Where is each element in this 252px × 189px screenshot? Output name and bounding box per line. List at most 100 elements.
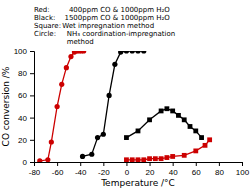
point (101, 132, 106, 137)
point (135, 51, 140, 54)
series (124, 106, 204, 140)
point (124, 157, 129, 162)
y-tick: 40 (18, 114, 34, 123)
annotation-text: NH₃ coordination-impregnation (60, 30, 175, 38)
series-line (83, 51, 144, 156)
point (55, 104, 60, 109)
x-tick-mark (242, 162, 243, 166)
point (37, 158, 42, 162)
annotation-text: 1500ppm CO & 1000ppm H₂O (60, 14, 170, 22)
x-tick-label: 0 (125, 168, 130, 177)
x-axis-title: Temperature /°C (100, 178, 175, 188)
y-tick: 80 (18, 69, 34, 78)
annotation-text: 400ppm CO & 1000ppm H₂O (60, 6, 170, 14)
y-tick: 100 (14, 47, 34, 56)
point (203, 143, 208, 148)
annotation-label: Circle: (34, 30, 56, 38)
x-tick-mark (219, 162, 220, 166)
annotation-text: Wet impregnation method (60, 22, 154, 30)
x-tick-label: 40 (169, 168, 178, 177)
y-axis-line (30, 52, 35, 163)
point (188, 124, 193, 129)
x-tick: -80 (29, 162, 41, 177)
y-axis: 020406080100 (14, 47, 35, 167)
point (164, 155, 169, 160)
point (182, 117, 187, 122)
x-tick-mark (80, 162, 81, 166)
point (207, 137, 212, 142)
x-tick-mark (103, 162, 104, 166)
x-axis-line (35, 163, 243, 167)
series-line (126, 140, 209, 160)
x-tick-mark (196, 162, 197, 166)
point (95, 135, 100, 140)
point (176, 113, 181, 118)
y-axis-title: CO conversion /% (1, 66, 11, 146)
point (89, 152, 94, 157)
series (80, 51, 146, 159)
series (124, 137, 212, 162)
point (147, 156, 152, 161)
point (68, 54, 73, 59)
point (141, 51, 146, 54)
point (147, 117, 152, 122)
y-tick-label: 100 (14, 47, 28, 56)
y-tick-label: 80 (18, 69, 27, 78)
annotation-label: Black: (34, 14, 55, 22)
x-tick: -40 (75, 162, 87, 177)
x-tick: 60 (192, 162, 201, 177)
x-tick-label: 20 (146, 168, 155, 177)
point (130, 51, 135, 54)
point (136, 157, 141, 162)
point (182, 153, 187, 158)
point (64, 65, 69, 70)
x-tick-label: -20 (98, 168, 110, 177)
x-tick-label: -80 (29, 168, 41, 177)
point (199, 135, 204, 140)
x-tick-mark (126, 162, 127, 166)
x-tick-label: 80 (215, 168, 224, 177)
point (124, 51, 129, 54)
x-tick: -20 (98, 162, 110, 177)
annotation-text: method (60, 38, 94, 46)
x-tick-label: -40 (75, 168, 87, 177)
point (170, 154, 175, 159)
point (130, 157, 135, 162)
y-tick-mark (30, 95, 34, 96)
point (193, 129, 198, 134)
y-tick-mark (30, 73, 34, 74)
x-tick: 100 (236, 162, 250, 177)
annotation-label: Red: (34, 6, 50, 14)
x-tick: 40 (169, 162, 178, 177)
series (37, 51, 86, 162)
point (159, 156, 164, 161)
point (193, 149, 198, 154)
point (159, 109, 164, 114)
y-tick-mark (30, 162, 34, 163)
y-tick-mark (30, 51, 34, 52)
y-tick: 60 (18, 91, 34, 100)
x-axis: -80-60-40-20020406080100 (29, 162, 250, 177)
y-tick-label: 40 (18, 114, 27, 123)
y-tick-mark (30, 140, 34, 141)
x-tick: 0 (125, 162, 130, 177)
series-line (126, 109, 201, 138)
point (107, 93, 112, 98)
point (80, 154, 85, 159)
y-tick-label: 0 (23, 158, 28, 167)
point (124, 135, 129, 140)
plot: -80-60-40-20020406080100020406080100 (14, 47, 250, 177)
annotation-block: Red: 400ppm CO & 1000ppm H₂O Black: 1500p… (34, 6, 175, 47)
chart: Red: 400ppm CO & 1000ppm H₂O Black: 1500p… (0, 0, 252, 189)
point (164, 106, 169, 111)
x-tick-mark (150, 162, 151, 166)
point (49, 139, 54, 144)
point (153, 156, 158, 161)
point (118, 51, 123, 55)
marks (37, 51, 212, 162)
x-tick-label: 100 (236, 168, 250, 177)
x-tick: 20 (146, 162, 155, 177)
point (136, 129, 141, 134)
series-line (40, 51, 84, 161)
x-tick-mark (57, 162, 58, 166)
